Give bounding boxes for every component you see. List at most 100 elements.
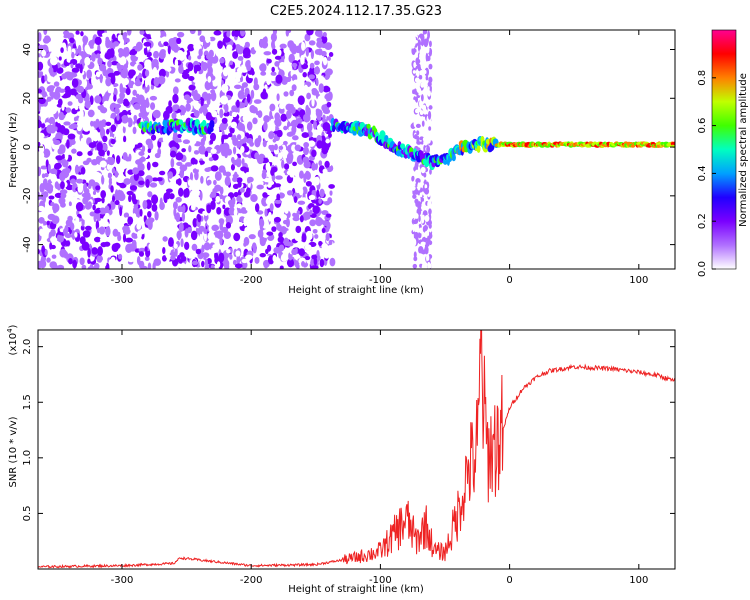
spectrogram-cell <box>88 142 97 149</box>
spectrogram-cell <box>205 112 212 121</box>
spectrogram-cell <box>71 78 79 88</box>
spectrogram-cell <box>377 152 381 157</box>
spectrogram-cell <box>104 212 110 220</box>
spectrogram-cell <box>411 175 415 181</box>
spectrogram-cell <box>210 191 217 198</box>
spectrogram-cell <box>417 231 422 239</box>
spectrogram-cell <box>39 228 44 237</box>
spectrogram-cell <box>216 90 220 101</box>
spectrogram-cell <box>139 104 146 114</box>
spectrogram-cell <box>271 124 276 132</box>
spectrogram-cell <box>294 236 302 242</box>
spectrogram-cell <box>56 260 62 266</box>
spectrogram-cell <box>291 248 298 256</box>
spectrogram-cell <box>246 187 251 194</box>
spectrogram-cell <box>53 208 57 214</box>
spectrogram-cell <box>254 43 259 52</box>
spectrogram-cell <box>421 61 426 69</box>
spectrogram-cell <box>672 141 675 146</box>
spectrogram-cell <box>222 67 229 77</box>
spectrogram-cell <box>177 262 186 269</box>
spectrogram-cell <box>291 84 297 91</box>
spectrogram-cell <box>144 246 148 253</box>
spectrogram-cell <box>56 264 65 269</box>
spectrogram-cell <box>308 74 316 80</box>
spectrogram-cell <box>254 203 260 213</box>
spectrogram-cell <box>424 70 427 74</box>
spectrogram-cell <box>328 239 333 246</box>
spectrogram-cell <box>316 250 320 259</box>
spectrogram-cell <box>41 173 46 179</box>
spectrogram-cell <box>288 262 293 267</box>
spectrogram-cell <box>281 75 289 85</box>
spectrogram-cell <box>165 70 170 78</box>
spectrogram-cell <box>107 60 112 68</box>
spectrogram-cell <box>117 34 123 42</box>
spectrogram-cell <box>211 224 220 232</box>
spectrogram-cell <box>144 59 152 70</box>
spectrogram-cell <box>178 94 185 101</box>
spectrogram-cell <box>226 30 231 38</box>
spectrogram-cell <box>191 260 199 266</box>
spectrogram-cell <box>312 205 320 214</box>
spectrogram-cell <box>325 213 332 218</box>
spectrogram-cell <box>103 100 110 107</box>
spectrogram-cell <box>237 121 244 131</box>
spectrogram-cell <box>120 68 129 79</box>
spectrogram-cell <box>428 40 432 48</box>
spectrogram-cell <box>389 231 393 237</box>
spectrogram-cell <box>67 101 73 106</box>
spectrogram-cell <box>236 195 242 203</box>
spectrogram-cell <box>38 88 42 94</box>
spectrogram-cell <box>256 71 262 76</box>
snr-frame <box>37 329 676 570</box>
spectrogram-cell <box>303 142 310 148</box>
spectrogram-cell <box>322 172 330 179</box>
spectrogram-cell <box>329 190 333 196</box>
spectrogram-cell <box>153 258 162 266</box>
spectrogram-cell <box>121 77 130 86</box>
spectrogram-cell <box>123 46 130 57</box>
spectrogram-cell <box>44 35 51 40</box>
spectrogram-cell <box>428 185 432 193</box>
spectrogram-cell <box>164 181 169 186</box>
spectrogram-cell <box>206 179 212 185</box>
spectrogram-cell <box>321 203 327 212</box>
spectrogram-cell <box>127 256 135 263</box>
spectrogram-cell <box>298 248 306 257</box>
spectrogram-cell <box>342 74 346 79</box>
spectrogram-cell <box>157 184 162 195</box>
spectrogram-cell <box>117 253 123 260</box>
spectrogram-cell <box>313 66 320 75</box>
y-tick-label: -20 <box>22 188 33 204</box>
spectrogram-cell <box>103 241 111 247</box>
spectrogram-cell <box>135 97 140 102</box>
spectrogram-cell <box>311 149 317 158</box>
spectrogram-cell <box>219 108 224 119</box>
spectrogram-cell <box>400 143 406 150</box>
spectrogram-cell <box>95 155 101 165</box>
spectrogram-cell <box>308 40 316 46</box>
spectrogram-cell <box>184 228 189 238</box>
spectrogram-cell <box>96 255 103 263</box>
spectrogram-cell <box>124 252 130 259</box>
spectrogram-cell <box>92 204 96 211</box>
spectrogram-cell <box>117 98 124 104</box>
spectrogram-cell <box>418 75 423 80</box>
spectrogram-cell <box>216 230 224 240</box>
spectrogram-cell <box>432 101 435 107</box>
spectrogram-cell <box>157 147 161 157</box>
spectrogram-cell <box>362 67 367 72</box>
spectrogram-cell <box>288 53 295 64</box>
spectrogram-cell <box>385 208 389 213</box>
spectrogram-cell <box>58 88 66 93</box>
spectrogram-cell <box>122 125 126 134</box>
spectrogram-cell <box>414 198 419 204</box>
spectrogram-cell <box>259 63 266 72</box>
spectrogram-cell <box>274 55 282 60</box>
y-tick-label: 1.5 <box>22 394 33 410</box>
spectrogram-frame <box>37 29 676 270</box>
spectrogram-cell <box>240 166 248 172</box>
spectrogram-cell <box>223 231 232 240</box>
